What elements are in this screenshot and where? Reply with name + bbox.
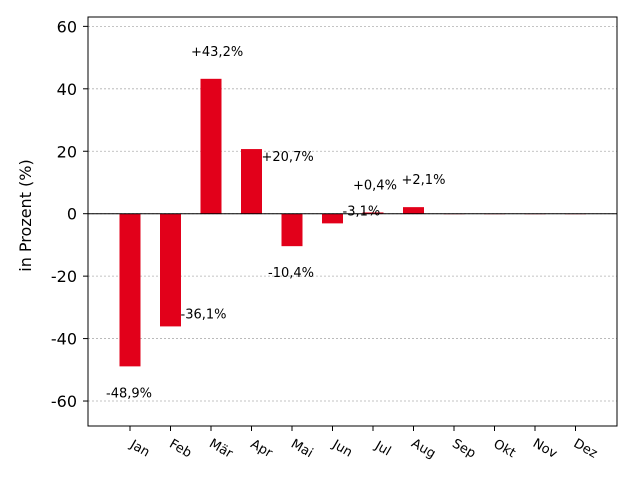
y-tick-label: -60 — [51, 392, 77, 411]
x-tick-label: Mai — [288, 437, 315, 461]
data-label-aug: +2,1% — [402, 173, 446, 188]
y-axis-ticks: -60 -40 -20 0 20 40 60 — [51, 17, 88, 411]
x-tick-label: Jun — [329, 437, 355, 461]
bar-jun — [322, 213, 343, 224]
data-label-jan: -48,9% — [106, 386, 152, 401]
y-tick-label: -20 — [51, 267, 77, 286]
x-tick-label: Mär — [206, 436, 235, 462]
x-tick-label: Okt — [491, 437, 518, 461]
bar-jul — [362, 212, 384, 214]
y-tick-label: 20 — [57, 142, 77, 161]
bars — [119, 78, 586, 367]
y-tick-label: 60 — [57, 17, 77, 36]
x-tick-label: Sep — [449, 436, 478, 461]
plot-frame — [87, 16, 618, 427]
data-label-mai: -10,4% — [268, 266, 314, 281]
bar-mai — [281, 213, 303, 247]
y-tick-label: 0 — [67, 205, 77, 224]
y-axis-label: in Prozent (%) — [16, 159, 35, 271]
bar-mär — [200, 78, 222, 214]
data-labels: -48,9% -36,1% +43,2% +20,7% -10,4% -3,1% +0,4%… — [106, 45, 445, 402]
bar-apr — [241, 149, 262, 214]
y-tick-label: -40 — [51, 330, 77, 349]
x-tick-label: Feb — [167, 437, 194, 462]
x-tick-label: Jan — [126, 437, 152, 461]
bar-aug — [403, 207, 424, 214]
x-tick-label: Nov — [530, 436, 560, 462]
bar-feb — [160, 213, 181, 327]
x-tick-label: Aug — [409, 436, 438, 462]
x-tick-label: Jul — [371, 438, 393, 459]
y-tick-label: 40 — [57, 80, 77, 99]
data-label-apr: +20,7% — [262, 150, 314, 165]
data-label-jul: +0,4% — [353, 178, 397, 193]
data-label-mär: +43,2% — [191, 45, 243, 60]
data-label-jun: -3,1% — [343, 204, 381, 219]
x-tick-label: Dez — [571, 436, 600, 461]
data-label-feb: -36,1% — [181, 307, 227, 322]
bar-jan — [119, 213, 141, 367]
x-tick-label: Apr — [248, 437, 276, 462]
x-axis-ticks: Jan Feb Mär Apr Mai Jun Jul Aug Sep Okt Nov Dez — [126, 426, 600, 462]
